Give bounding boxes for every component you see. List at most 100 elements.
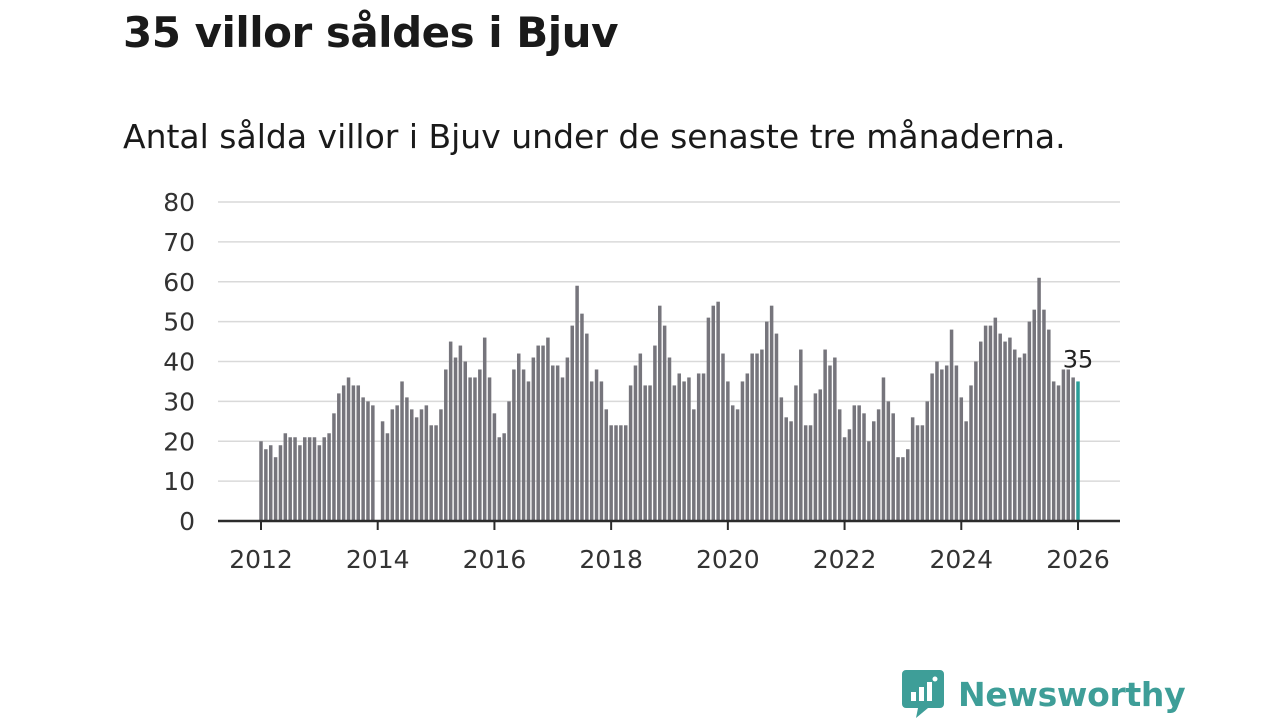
x-tick-label: 2014: [346, 545, 410, 574]
bar: [609, 425, 613, 521]
bar: [604, 409, 609, 521]
bar: [1032, 309, 1036, 521]
bar: [337, 393, 341, 521]
bar: [935, 361, 939, 521]
bar: [307, 437, 312, 521]
bar: [906, 449, 910, 521]
bar: [881, 377, 886, 521]
bar: [575, 285, 579, 521]
bar: [910, 417, 915, 521]
bar: [1017, 357, 1022, 521]
bar: [268, 445, 273, 521]
bar: [1003, 341, 1007, 521]
bar: [949, 329, 954, 521]
y-tick-label: 70: [163, 228, 195, 257]
bar: [799, 349, 803, 521]
bar: [385, 433, 390, 521]
bar: [346, 377, 351, 521]
bar-highlight: [1076, 381, 1080, 521]
bar: [395, 405, 399, 521]
bar: [818, 389, 823, 521]
bar: [653, 345, 657, 521]
bar: [507, 401, 511, 521]
bar: [555, 365, 560, 521]
bar: [551, 365, 555, 521]
bar: [954, 365, 959, 521]
bar: [993, 317, 998, 521]
bar: [745, 373, 750, 521]
bar: [760, 349, 764, 521]
bar: [458, 345, 463, 521]
y-tick-label: 0: [179, 507, 195, 536]
bar: [628, 385, 633, 521]
bar: [580, 313, 584, 521]
bar: [327, 433, 331, 521]
bar: [419, 409, 424, 521]
bar: [857, 405, 861, 521]
bar: [687, 377, 691, 521]
bar: [891, 413, 895, 521]
bar: [969, 385, 973, 521]
bar: [434, 425, 438, 521]
bar: [560, 377, 565, 521]
bar: [925, 401, 929, 521]
bar: [706, 317, 711, 521]
x-tick-label: 2024: [929, 545, 993, 574]
bar: [789, 421, 793, 521]
bar: [823, 349, 827, 521]
bar: [589, 381, 594, 521]
bar: [988, 325, 993, 521]
bar: [750, 353, 754, 521]
y-tick-label: 30: [163, 387, 195, 416]
bar: [424, 405, 429, 521]
bar: [847, 429, 852, 521]
bar: [721, 353, 725, 521]
bar: [516, 353, 521, 521]
bar: [531, 357, 536, 521]
bar: [341, 385, 346, 521]
bar: [1037, 277, 1041, 521]
bar: [312, 437, 317, 521]
bar: [502, 433, 506, 521]
bar: [526, 381, 531, 521]
bar: [633, 365, 638, 521]
bar: [410, 409, 414, 521]
x-tick-label: 2022: [813, 545, 877, 574]
bar: [356, 385, 361, 521]
bar: [546, 337, 550, 521]
bar: [400, 381, 404, 521]
newsworthy-logo-icon: [902, 670, 944, 718]
chart-title: 35 villor såldes i Bjuv: [123, 8, 618, 57]
y-tick-label: 60: [163, 268, 195, 297]
bar: [541, 345, 545, 521]
bar: [672, 385, 677, 521]
bar: [920, 425, 925, 521]
brand[interactable]: Newsworthy: [902, 670, 1186, 718]
bar: [813, 393, 818, 521]
bar: [974, 361, 978, 521]
bar: [264, 449, 268, 521]
bar: [876, 409, 881, 521]
y-tick-label: 40: [163, 348, 195, 377]
chart-subtitle: Antal sålda villor i Bjuv under de senas…: [123, 117, 1066, 156]
bar: [293, 437, 297, 521]
bar: [463, 361, 468, 521]
bar: [828, 365, 832, 521]
bar: [808, 425, 813, 521]
bar: [599, 381, 604, 521]
bar: [1042, 309, 1046, 521]
bar: [696, 373, 701, 521]
bar: [735, 409, 740, 521]
bar: [570, 325, 574, 521]
bar: [536, 345, 540, 521]
bar: [915, 425, 920, 521]
bar: [361, 397, 365, 521]
bar: [623, 425, 628, 521]
bar: [867, 441, 871, 521]
bar: [716, 301, 720, 521]
bar: [940, 369, 944, 521]
bar: [288, 437, 292, 521]
bar: [283, 433, 288, 521]
bar: [278, 445, 283, 521]
bar: [521, 369, 526, 521]
